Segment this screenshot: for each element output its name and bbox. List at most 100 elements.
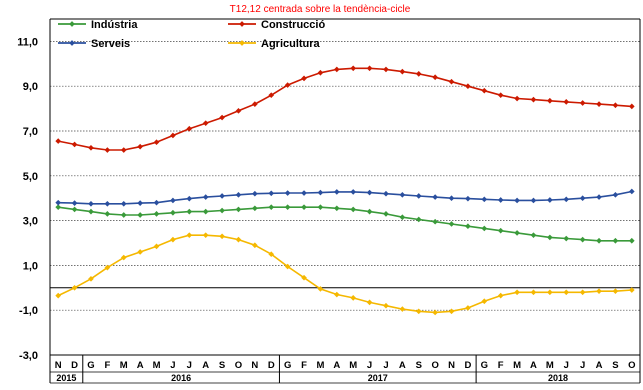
x-tick-label: J bbox=[564, 360, 569, 371]
data-point bbox=[202, 194, 209, 200]
data-point bbox=[432, 218, 438, 225]
data-point bbox=[219, 233, 225, 240]
data-point bbox=[612, 288, 619, 294]
data-point bbox=[301, 274, 307, 281]
data-point bbox=[268, 92, 275, 98]
data-point bbox=[301, 190, 307, 196]
data-point bbox=[563, 196, 570, 203]
data-point bbox=[170, 236, 176, 243]
data-point bbox=[465, 223, 471, 230]
x-tick-label: F bbox=[104, 360, 110, 371]
data-point bbox=[170, 197, 176, 204]
data-point bbox=[579, 236, 586, 243]
x-tick-label: M bbox=[349, 360, 357, 371]
x-tick-label: A bbox=[399, 360, 406, 371]
y-tick-label: 9,0 bbox=[23, 81, 38, 93]
data-point bbox=[366, 208, 373, 215]
y-tick-label: 3,0 bbox=[23, 216, 38, 228]
data-point bbox=[120, 212, 127, 218]
x-tick-label: S bbox=[219, 360, 225, 371]
legend-marker bbox=[239, 21, 245, 27]
y-tick-label: 5,0 bbox=[23, 171, 38, 183]
x-tick-label: A bbox=[202, 360, 209, 371]
data-point bbox=[153, 199, 160, 206]
data-point bbox=[202, 232, 209, 238]
data-point bbox=[235, 206, 242, 213]
x-tick-label: D bbox=[71, 360, 78, 371]
data-point bbox=[219, 193, 225, 199]
series-group bbox=[55, 65, 635, 316]
x-tick-label: O bbox=[235, 360, 242, 371]
x-tick-label: A bbox=[596, 360, 603, 371]
data-point bbox=[153, 243, 160, 250]
data-point bbox=[366, 189, 373, 196]
data-point bbox=[71, 206, 78, 213]
data-point bbox=[317, 189, 324, 196]
data-point bbox=[596, 101, 602, 107]
x-tick-label: G bbox=[87, 360, 94, 371]
data-point bbox=[350, 189, 357, 195]
data-point bbox=[596, 237, 602, 244]
data-point bbox=[88, 276, 94, 282]
legend-label: Agricultura bbox=[261, 38, 321, 50]
data-point bbox=[55, 292, 62, 299]
legend-label: Serveis bbox=[91, 38, 130, 50]
data-point bbox=[579, 195, 586, 202]
x-tick-label: S bbox=[612, 360, 618, 371]
data-point bbox=[481, 225, 488, 232]
x-tick-label: J bbox=[580, 360, 585, 371]
data-point bbox=[530, 289, 537, 296]
data-point bbox=[383, 302, 389, 309]
x-tick-label: M bbox=[316, 360, 324, 371]
data-point bbox=[497, 292, 504, 299]
data-point bbox=[235, 236, 242, 243]
x-tick-label: M bbox=[546, 360, 554, 371]
data-point bbox=[432, 309, 438, 316]
y-tick-label: 7,0 bbox=[23, 126, 38, 138]
data-point bbox=[612, 237, 619, 244]
data-point bbox=[596, 194, 602, 200]
x-tick-label: S bbox=[416, 360, 422, 371]
data-point bbox=[284, 190, 291, 196]
data-point bbox=[497, 227, 504, 234]
data-point bbox=[333, 291, 340, 298]
data-point bbox=[481, 196, 488, 203]
data-point bbox=[628, 287, 635, 293]
x-tick-label: N bbox=[251, 360, 258, 371]
data-point bbox=[383, 190, 389, 197]
data-point bbox=[55, 199, 62, 206]
data-point bbox=[252, 205, 258, 212]
x-tick-label: D bbox=[464, 360, 471, 371]
data-point bbox=[104, 211, 111, 217]
data-point bbox=[563, 99, 570, 105]
data-point bbox=[235, 192, 242, 198]
series-line-1 bbox=[58, 67, 632, 151]
data-point bbox=[399, 214, 406, 221]
data-point bbox=[317, 204, 324, 210]
data-point bbox=[186, 195, 193, 202]
data-point bbox=[153, 211, 160, 217]
y-tick-label: 1,0 bbox=[23, 260, 38, 272]
data-point bbox=[55, 138, 62, 144]
x-tick-label: M bbox=[153, 360, 161, 371]
data-point bbox=[137, 143, 143, 150]
data-point bbox=[415, 308, 422, 315]
data-point bbox=[268, 190, 275, 197]
data-point bbox=[497, 197, 504, 203]
series-line-2 bbox=[58, 190, 632, 205]
data-point bbox=[284, 82, 291, 88]
data-point bbox=[547, 97, 553, 104]
data-point bbox=[301, 204, 307, 210]
data-point bbox=[628, 103, 635, 110]
data-point bbox=[448, 221, 455, 227]
data-point bbox=[350, 65, 357, 72]
data-point bbox=[399, 68, 406, 75]
x-tick-label: N bbox=[55, 360, 62, 371]
data-point bbox=[120, 254, 127, 261]
data-point bbox=[383, 66, 389, 73]
x-tick-label: F bbox=[498, 360, 504, 371]
data-point bbox=[71, 200, 78, 206]
series-line-0 bbox=[58, 206, 632, 242]
data-point bbox=[432, 194, 438, 200]
data-point bbox=[448, 195, 455, 202]
